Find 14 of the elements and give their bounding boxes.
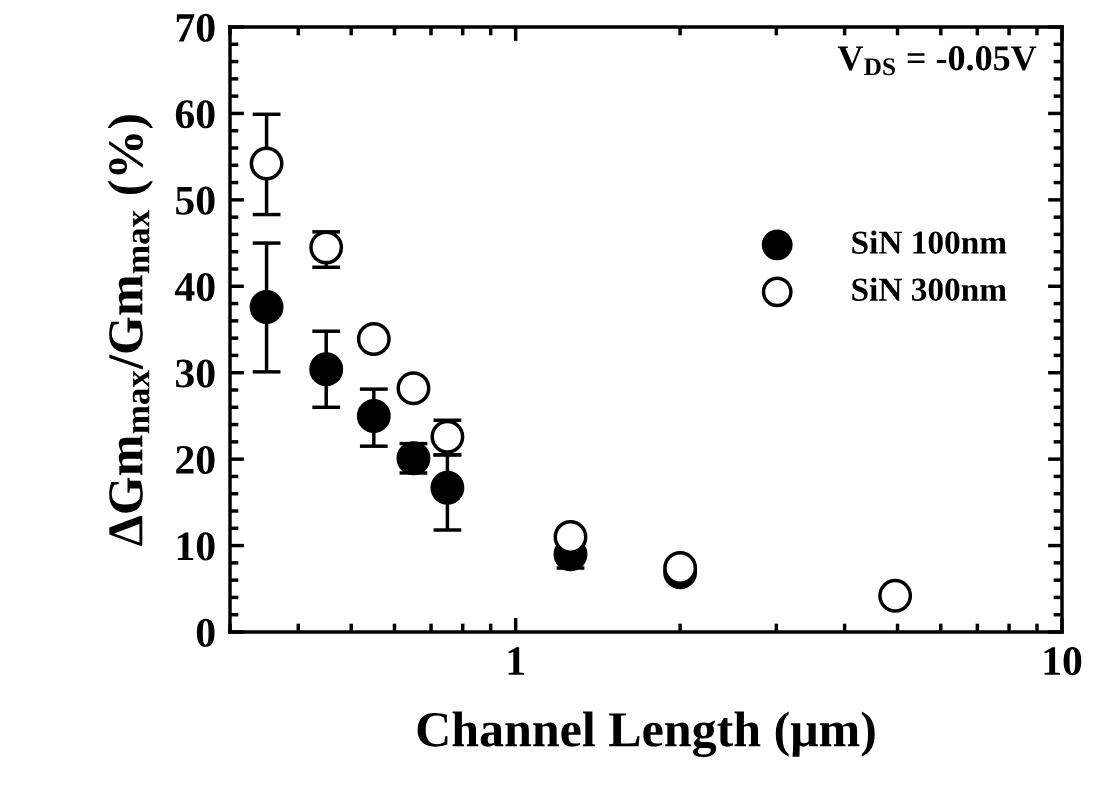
annotation: V$_{DS}$ = -0.05V: [837, 46, 1037, 76]
x-tick-label: 1: [508, 647, 524, 675]
y-tick-label: 70: [176, 13, 215, 42]
y-tick-label: 20: [176, 445, 215, 475]
y-tick-label: 0: [196, 618, 215, 647]
x-axis-title: Channel Length (μm): [417, 711, 875, 758]
legend-label: SiN 100nm: [852, 230, 1007, 254]
y-tick-label: 30: [176, 359, 215, 388]
y-tick-label: 40: [175, 273, 215, 302]
y-tick-label: 60: [175, 100, 215, 129]
y-tick-label: 50: [176, 186, 215, 215]
legend-label: SiN 300nm: [852, 277, 1007, 301]
y-tick-label: 10: [177, 532, 215, 561]
y-axis-title: ΔGm$_{max}$/Gm$_{max}$ (%): [107, 115, 153, 546]
